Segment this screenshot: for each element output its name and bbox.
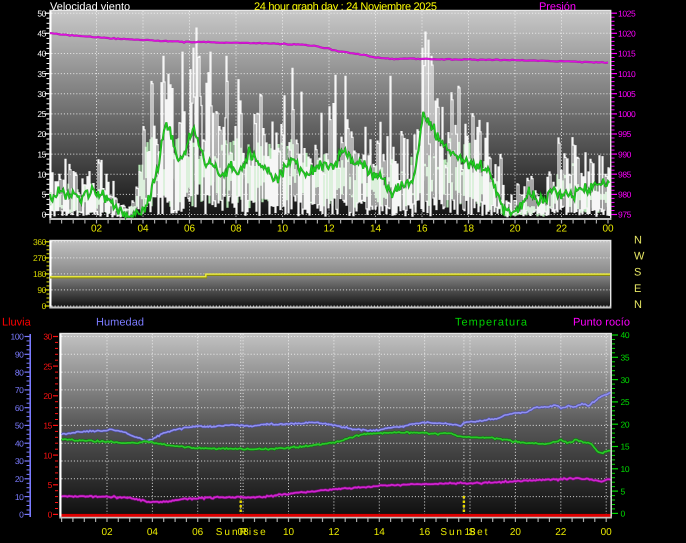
svg-text:50: 50 <box>15 421 24 431</box>
svg-text:100: 100 <box>11 332 25 342</box>
svg-text:40: 40 <box>15 438 24 448</box>
svg-text:02: 02 <box>101 527 113 538</box>
svg-text:15: 15 <box>37 149 46 159</box>
svg-text:20: 20 <box>43 391 52 401</box>
svg-text:10: 10 <box>37 169 46 179</box>
svg-text:30: 30 <box>43 332 52 342</box>
svg-text:W: W <box>634 251 645 263</box>
svg-text:15: 15 <box>43 421 52 431</box>
svg-text:N: N <box>634 299 642 311</box>
svg-text:50: 50 <box>37 8 46 18</box>
svg-text:1015: 1015 <box>618 49 636 59</box>
svg-text:Punto rocío: Punto rocío <box>573 317 630 329</box>
svg-text:270: 270 <box>33 253 47 263</box>
svg-text:0: 0 <box>19 510 24 520</box>
svg-text:12: 12 <box>328 527 340 538</box>
svg-text:14: 14 <box>374 527 386 538</box>
svg-text:SunRise: SunRise <box>216 527 266 538</box>
svg-text:80: 80 <box>15 367 24 377</box>
svg-text:16: 16 <box>416 224 428 235</box>
svg-text:N: N <box>634 235 642 247</box>
svg-text:10: 10 <box>277 224 289 235</box>
svg-text:22: 22 <box>556 224 568 235</box>
svg-text:Temperatura: Temperatura <box>455 317 528 329</box>
svg-text:06: 06 <box>184 224 196 235</box>
svg-text:00: 00 <box>602 224 614 235</box>
svg-text:14: 14 <box>370 224 382 235</box>
svg-text:20: 20 <box>37 129 46 139</box>
svg-text:00: 00 <box>601 527 613 538</box>
svg-text:08: 08 <box>230 224 242 235</box>
svg-text:04: 04 <box>147 527 159 538</box>
svg-text:25: 25 <box>621 397 630 407</box>
svg-text:10: 10 <box>283 527 295 538</box>
svg-text:S: S <box>634 267 641 279</box>
svg-text:0: 0 <box>48 510 53 520</box>
svg-text:60: 60 <box>15 403 24 413</box>
svg-text:10: 10 <box>621 464 630 474</box>
svg-text:30: 30 <box>621 375 630 385</box>
svg-text:E: E <box>634 283 641 295</box>
svg-text:90: 90 <box>37 285 46 295</box>
svg-text:08: 08 <box>238 527 250 538</box>
svg-text:0: 0 <box>621 509 626 519</box>
svg-text:10: 10 <box>15 492 24 502</box>
svg-text:20: 20 <box>15 474 24 484</box>
svg-text:Sun Set: Sun Set <box>440 527 487 538</box>
svg-text:06: 06 <box>192 527 204 538</box>
svg-text:1005: 1005 <box>618 89 636 99</box>
svg-text:22: 22 <box>555 527 567 538</box>
svg-text:30: 30 <box>37 89 46 99</box>
svg-text:985: 985 <box>618 169 632 179</box>
svg-text:02: 02 <box>91 224 103 235</box>
svg-text:360: 360 <box>33 237 47 247</box>
svg-text:0: 0 <box>42 301 47 311</box>
svg-text:1025: 1025 <box>618 8 636 18</box>
svg-text:980: 980 <box>618 190 632 200</box>
svg-text:1020: 1020 <box>618 29 636 39</box>
svg-text:1010: 1010 <box>618 69 636 79</box>
svg-text:10: 10 <box>43 450 52 460</box>
svg-text:990: 990 <box>618 149 632 159</box>
svg-text:18: 18 <box>463 224 475 235</box>
svg-text:90: 90 <box>15 350 24 360</box>
svg-text:40: 40 <box>621 330 630 340</box>
svg-text:180: 180 <box>33 269 47 279</box>
svg-text:25: 25 <box>43 361 52 371</box>
svg-text:18: 18 <box>464 527 476 538</box>
svg-text:Lluvia: Lluvia <box>2 317 32 329</box>
svg-text:5: 5 <box>48 480 53 490</box>
svg-text:20: 20 <box>621 419 630 429</box>
svg-text:25: 25 <box>37 109 46 119</box>
svg-text:5: 5 <box>42 190 47 200</box>
svg-text:0: 0 <box>42 210 47 220</box>
svg-text:15: 15 <box>621 442 630 452</box>
svg-text:35: 35 <box>621 353 630 363</box>
svg-text:40: 40 <box>37 49 46 59</box>
svg-text:04: 04 <box>137 224 149 235</box>
svg-text:12: 12 <box>323 224 335 235</box>
svg-text:995: 995 <box>618 129 632 139</box>
svg-text:Humedad: Humedad <box>96 317 144 329</box>
svg-text:975: 975 <box>618 210 632 220</box>
svg-text:5: 5 <box>621 486 626 496</box>
svg-text:45: 45 <box>37 29 46 39</box>
svg-text:16: 16 <box>419 527 431 538</box>
svg-text:20: 20 <box>510 527 522 538</box>
svg-text:1000: 1000 <box>618 109 636 119</box>
svg-text:20: 20 <box>509 224 521 235</box>
svg-text:35: 35 <box>37 69 46 79</box>
svg-text:70: 70 <box>15 385 24 395</box>
svg-text:30: 30 <box>15 456 24 466</box>
